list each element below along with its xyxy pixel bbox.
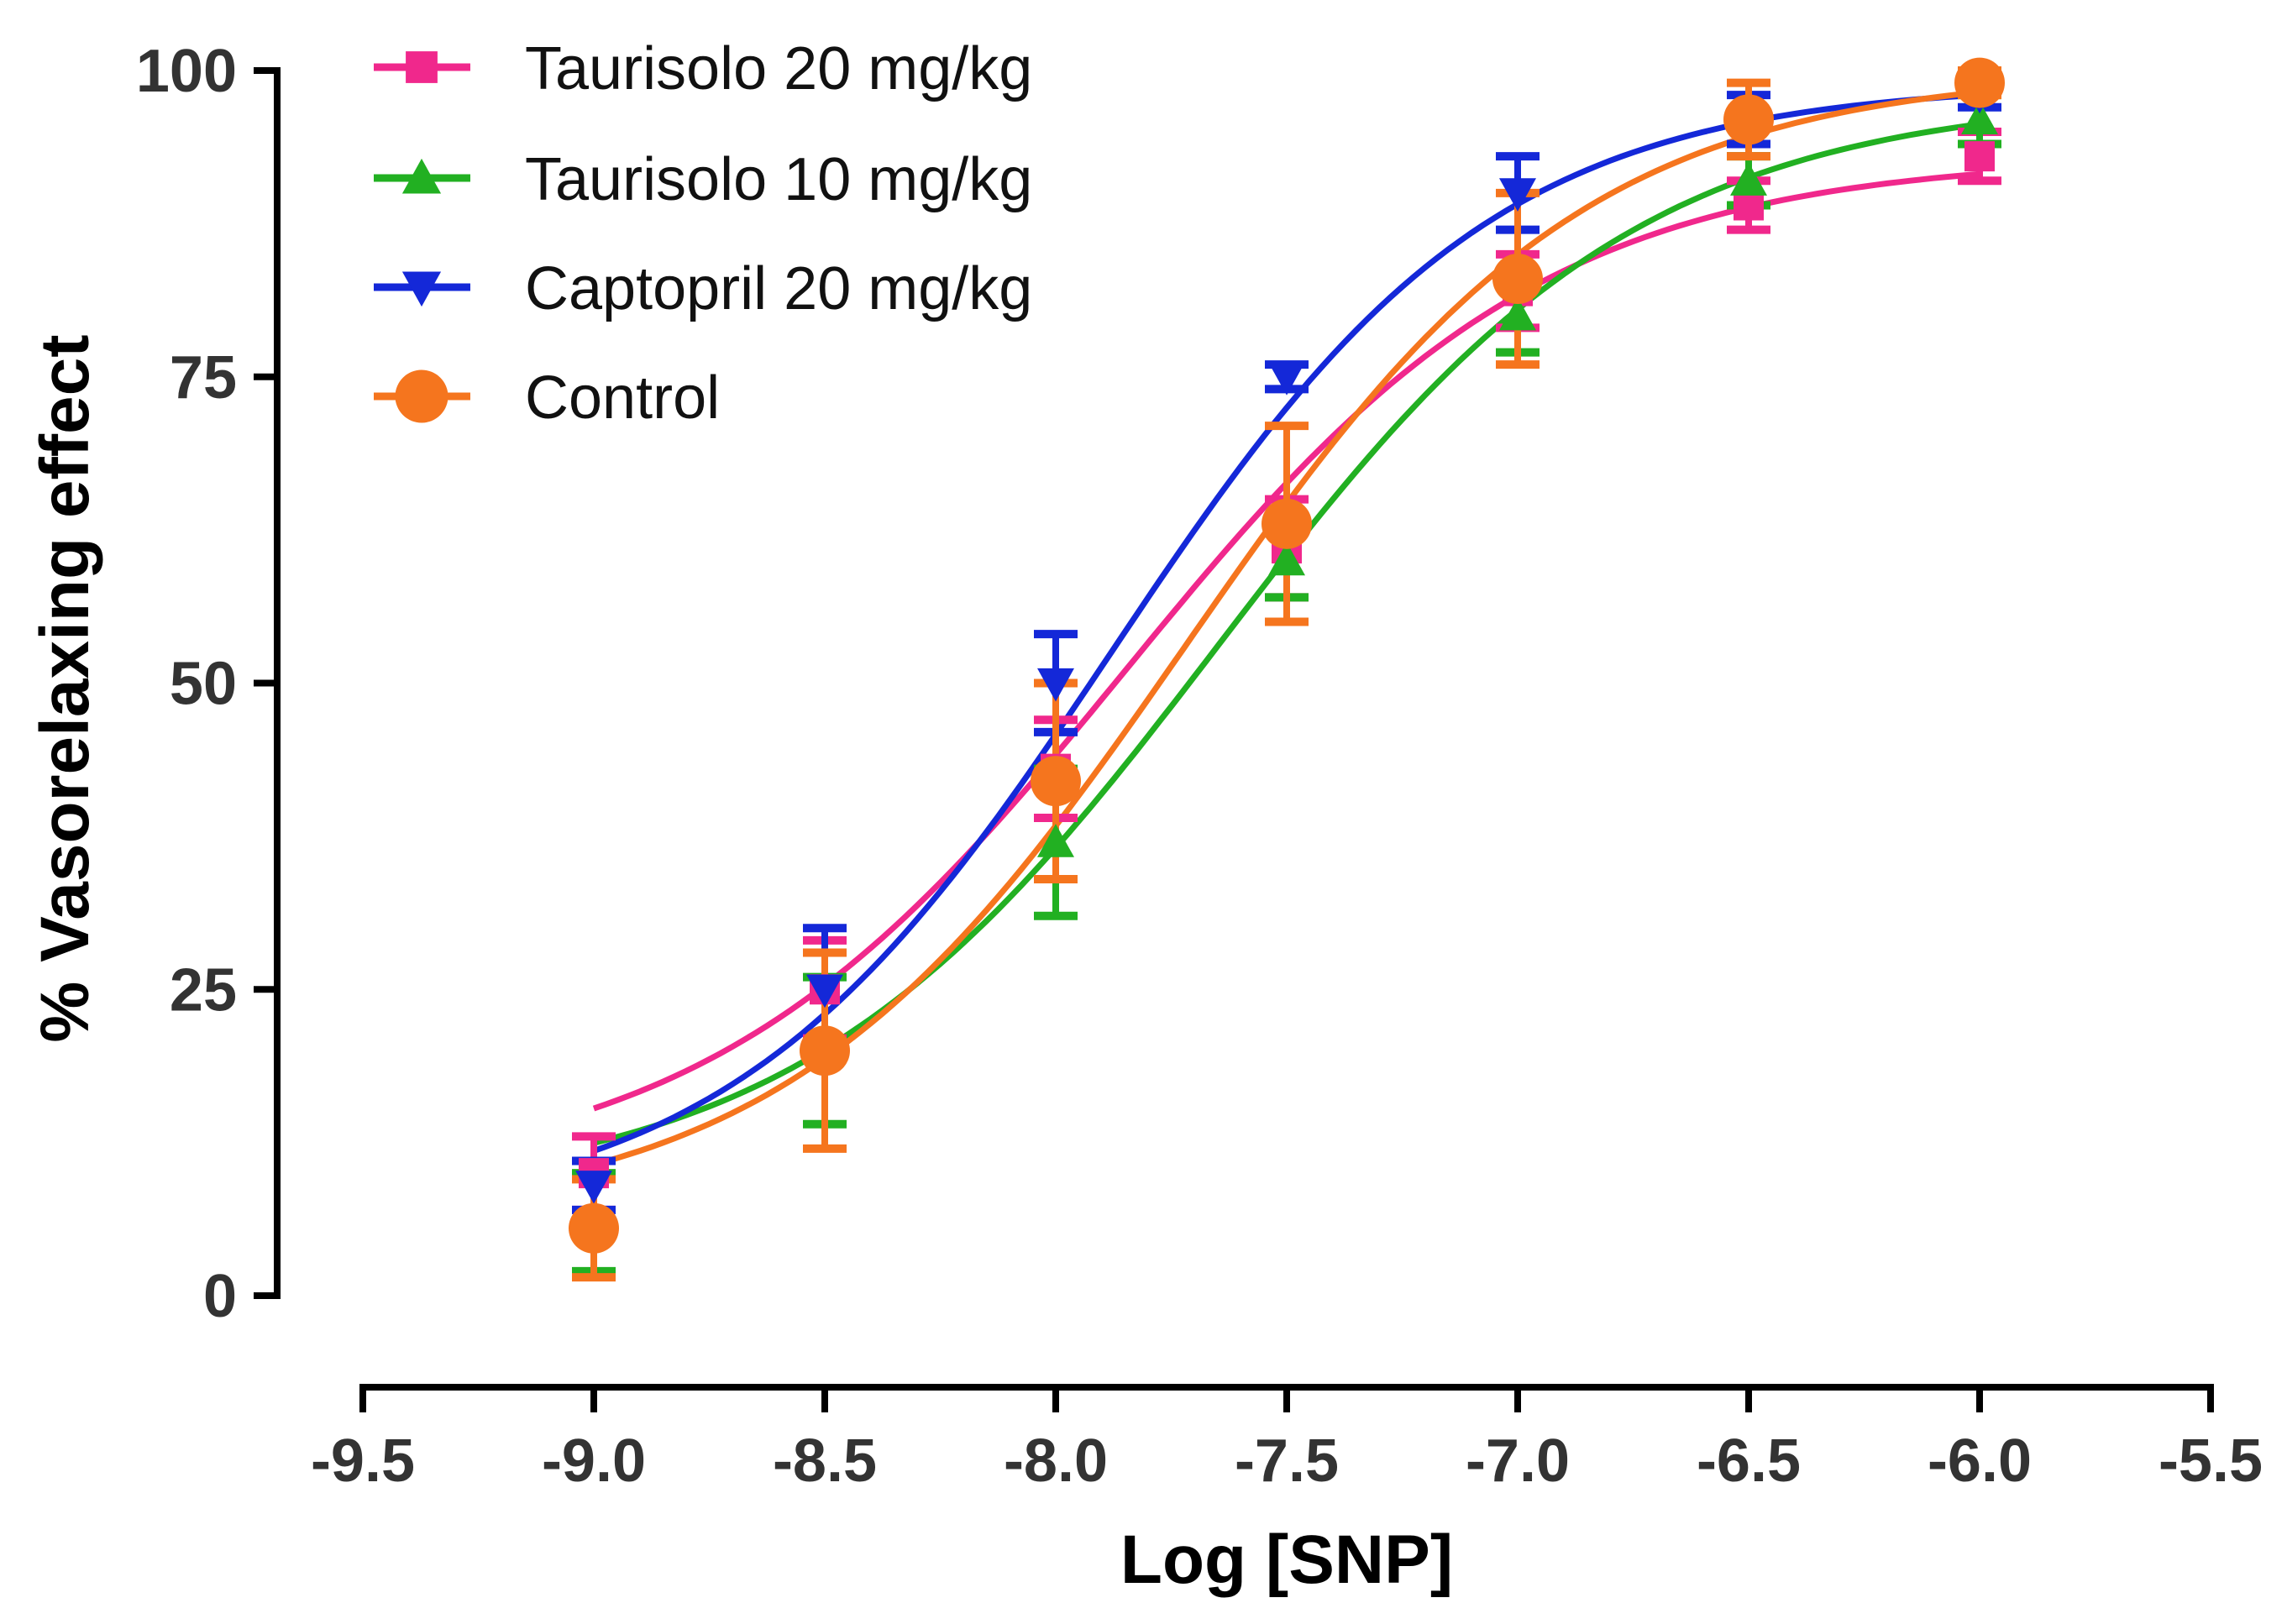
data-point-1 (1499, 296, 1536, 331)
data-point-3 (1723, 94, 1774, 145)
data-point-2 (1037, 668, 1074, 702)
y-tick-label: 75 (170, 344, 237, 411)
data-markers (569, 57, 2005, 1254)
legend-marker (401, 271, 442, 307)
data-point-1 (1268, 542, 1305, 576)
data-point-2 (1268, 362, 1305, 396)
x-axis-title: Log [SNP] (1120, 1522, 1453, 1598)
data-point-1 (1037, 824, 1074, 857)
legend-item-2: Captopril 20 mg/kg (374, 255, 1032, 322)
data-point-2 (806, 974, 843, 1008)
x-tick-label: -7.0 (1466, 1428, 1570, 1495)
fit-curves (592, 89, 1980, 1168)
legend: Taurisolo 20 mg/kg Taurisolo 10 mg/kg Capt… (374, 35, 1032, 432)
data-point-3 (1954, 57, 2005, 108)
data-point-3 (800, 1025, 850, 1077)
legend-marker (395, 369, 448, 423)
y-tick-label: 0 (203, 1263, 237, 1330)
legend-marker (401, 158, 442, 194)
legend-item-3: Control (374, 364, 720, 432)
legend-item-0: Taurisolo 20 mg/kg (374, 35, 1032, 102)
x-tick-label: -8.5 (773, 1428, 877, 1495)
legend-label: Taurisolo 20 mg/kg (525, 35, 1032, 102)
legend-item-1: Taurisolo 10 mg/kg (374, 146, 1032, 213)
data-point-3 (1262, 498, 1312, 549)
y-axis-title: % Vasorelaxing effect (27, 334, 103, 1042)
data-point-2 (1499, 178, 1536, 212)
data-point-1 (1730, 162, 1767, 196)
data-point-3 (569, 1202, 619, 1254)
y-tick-label: 100 (136, 38, 237, 105)
x-tick-label: -7.5 (1235, 1428, 1339, 1495)
y-tick-label: 50 (170, 651, 237, 718)
x-tick-label: -6.5 (1697, 1428, 1801, 1495)
x-tick-label: -5.5 (2158, 1428, 2263, 1495)
data-point-1 (1961, 101, 1998, 134)
data-point-0 (1964, 141, 1995, 172)
x-tick-label: -8.0 (1004, 1428, 1108, 1495)
x-tick-label: -9.0 (542, 1428, 646, 1495)
data-point-3 (1031, 756, 1081, 807)
data-point-2 (575, 1171, 612, 1204)
legend-label: Control (525, 364, 720, 432)
x-tick-label: -9.5 (311, 1428, 415, 1495)
legend-label: Taurisolo 10 mg/kg (525, 146, 1032, 213)
error-bars (572, 66, 2001, 1282)
y-axis: 0 25 50 75 100 (136, 38, 281, 1330)
data-point-3 (1492, 254, 1543, 305)
x-axis: -9.5 -9.0 -8.5 -8.0 -7.5 -7.0 -6.5 -6.0 -5.5 (311, 1384, 2263, 1495)
legend-marker (406, 51, 438, 83)
y-tick-label: 25 (170, 956, 237, 1024)
x-tick-label: -6.0 (1928, 1428, 2032, 1495)
legend-label: Captopril 20 mg/kg (525, 255, 1032, 322)
